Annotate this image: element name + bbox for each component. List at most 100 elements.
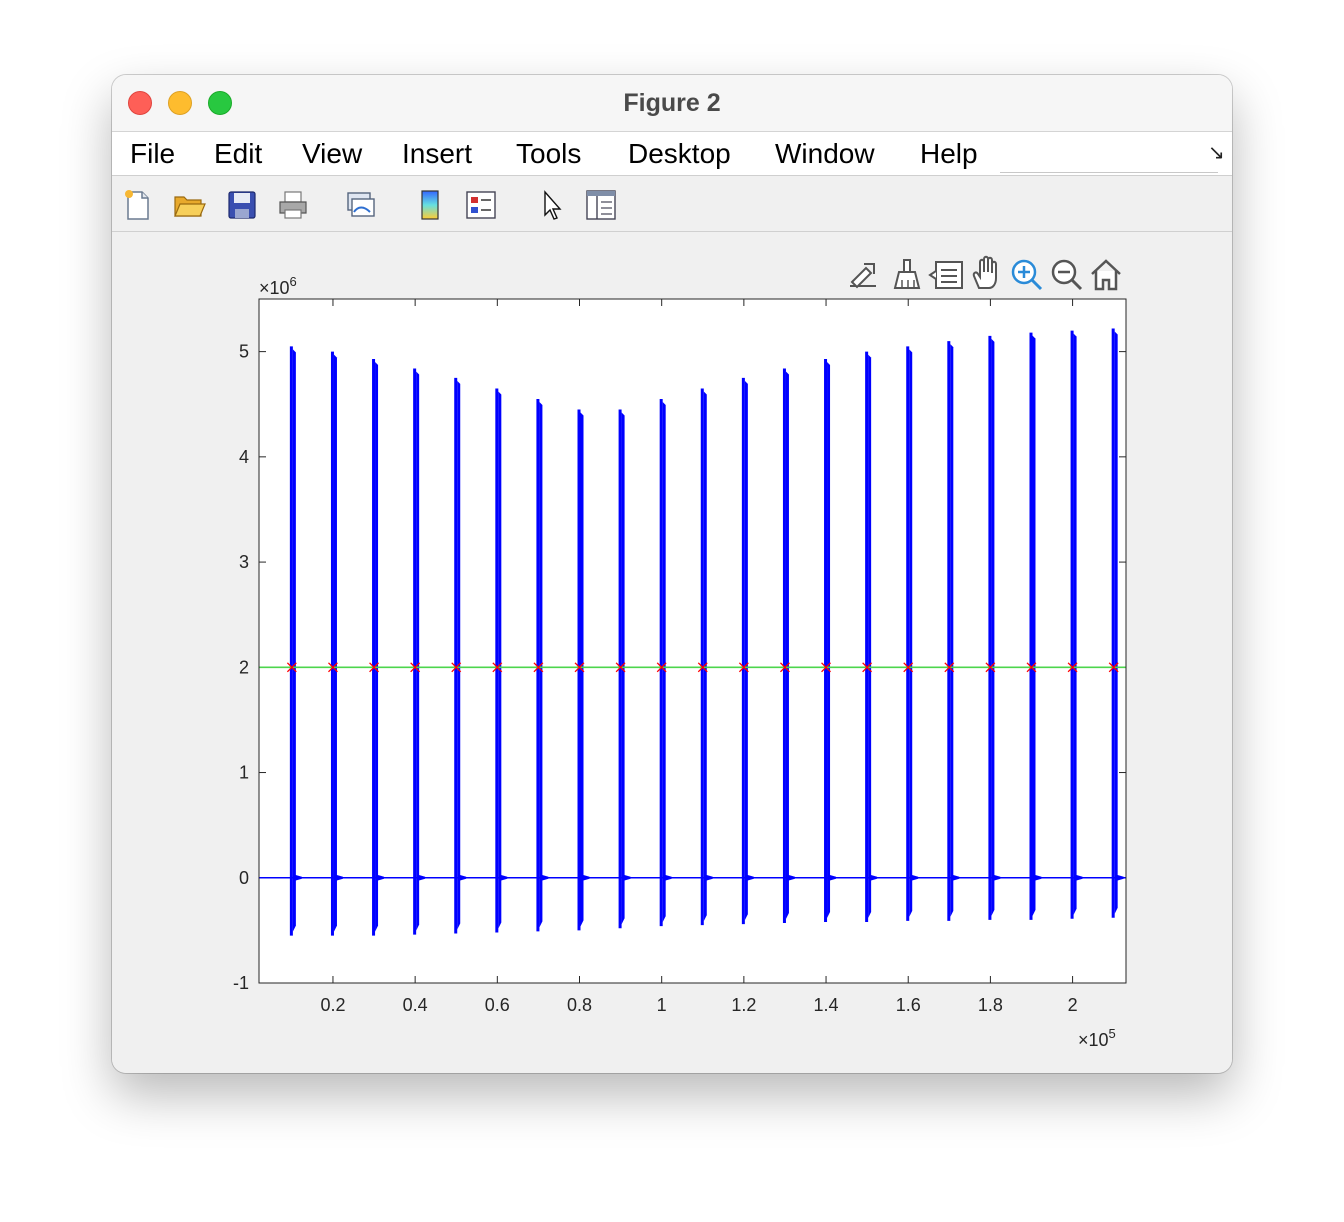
y-tick-label: 4 <box>239 447 249 467</box>
crossing-marker <box>328 662 338 673</box>
signal-spike-ringing <box>785 371 789 920</box>
signal-decay <box>664 874 672 881</box>
signal-spike <box>865 351 869 922</box>
axes-box <box>258 298 1127 984</box>
menu-tools[interactable]: Tools <box>516 138 582 169</box>
signal-spike-ringing <box>416 371 420 931</box>
menu-file[interactable]: File <box>130 138 176 169</box>
y-tick-label: 5 <box>239 342 249 362</box>
crossing-marker <box>533 662 544 673</box>
menu-help[interactable]: Help <box>920 138 978 169</box>
crossing-marker <box>1067 662 1078 673</box>
signal-spike-ringing <box>1114 331 1118 914</box>
signal-decay <box>623 874 631 881</box>
signal-decay <box>746 874 754 881</box>
signal-decay <box>582 874 590 881</box>
axes-background <box>259 299 1126 983</box>
insert-legend-icon[interactable] <box>464 188 498 222</box>
signal-spike-ringing <box>375 361 379 932</box>
crossing-marker <box>1026 662 1037 673</box>
insert-colorbar-icon[interactable] <box>413 188 447 222</box>
axes-toolbar <box>850 255 1121 291</box>
maximize-button[interactable] <box>208 91 232 115</box>
chart-marks <box>259 328 1126 936</box>
signal-spike <box>947 341 951 921</box>
zoom-out-icon[interactable] <box>1051 259 1083 291</box>
signal-decay <box>500 874 508 881</box>
x-tick-label: 1.2 <box>731 995 756 1015</box>
export-icon[interactable] <box>850 263 876 289</box>
signal-spike-ringing <box>498 391 502 929</box>
crossing-marker <box>369 662 380 673</box>
crossing-marker <box>656 662 667 673</box>
close-button[interactable] <box>128 91 152 115</box>
minimize-button[interactable] <box>168 91 192 115</box>
x-tick-label: 0.4 <box>403 995 428 1015</box>
signal-spike <box>289 346 293 936</box>
crossing-marker <box>862 662 873 673</box>
x-tick-label: 1.8 <box>978 995 1003 1015</box>
x-tick-label: 2 <box>1068 995 1078 1015</box>
link-plot-icon[interactable] <box>344 188 378 222</box>
menu-bar: File Edit View Insert Tools Desktop Wind… <box>112 132 1232 176</box>
signal-spike <box>1070 330 1074 919</box>
x-exponent-label: ×105 <box>1078 1026 1116 1050</box>
menu-insert[interactable]: Insert <box>402 138 473 169</box>
signal-spike-ringing <box>333 354 337 932</box>
pan-icon[interactable] <box>972 255 997 289</box>
x-tick-label: 0.2 <box>320 995 345 1015</box>
crossing-marker <box>697 662 708 673</box>
signal-spike <box>577 409 581 931</box>
zoom-in-icon[interactable] <box>1011 259 1043 291</box>
open-property-inspector-icon[interactable] <box>584 188 618 222</box>
crossing-marker <box>574 662 585 673</box>
x-tick-label: 1.4 <box>814 995 839 1015</box>
signal-spike-ringing <box>621 412 625 925</box>
save-icon[interactable] <box>225 188 259 222</box>
brush-icon[interactable] <box>893 259 921 289</box>
new-figure-icon[interactable] <box>120 188 154 222</box>
signal-spike <box>330 351 334 936</box>
menu-window[interactable]: Window <box>775 138 875 169</box>
y-tick-label: 3 <box>239 552 249 572</box>
signal-spike <box>1111 328 1115 918</box>
y-tick-label: 2 <box>239 657 249 677</box>
crossing-marker <box>821 662 832 673</box>
signal-decay <box>294 874 302 881</box>
menu-desktop[interactable]: Desktop <box>628 138 731 169</box>
signal-decay <box>377 874 385 881</box>
dock-arrow-icon[interactable]: ↘ <box>1208 142 1225 164</box>
signal-decay <box>1116 874 1124 881</box>
signal-spike-ringing <box>744 380 748 921</box>
title-bar[interactable]: Figure 2 <box>112 75 1232 132</box>
signal-decay <box>911 874 919 881</box>
window-title: Figure 2 <box>623 89 721 117</box>
menu-view[interactable]: View <box>302 138 363 169</box>
signal-spike <box>906 346 910 921</box>
data-tips-icon[interactable] <box>928 261 963 289</box>
x-tick-label: 1 <box>657 995 667 1015</box>
crossing-marker <box>451 662 462 673</box>
signal-spike-ringing <box>703 391 707 922</box>
home-icon[interactable] <box>1091 259 1121 291</box>
signal-spike-ringing <box>827 361 831 918</box>
signal-decay <box>787 874 795 881</box>
signal-spike <box>454 377 458 934</box>
signal-decay <box>870 874 878 881</box>
signal-spike <box>413 368 417 935</box>
crossing-marker <box>903 662 914 673</box>
open-file-icon[interactable] <box>172 188 206 222</box>
figure-window: Figure 2 File Edit View Insert Tools Des… <box>112 75 1232 1073</box>
print-icon[interactable] <box>276 188 310 222</box>
signal-spike-ringing <box>1032 335 1036 916</box>
crossing-marker <box>985 662 996 673</box>
signal-spike <box>1029 332 1033 920</box>
menu-edit[interactable]: Edit <box>214 138 263 169</box>
edit-plot-icon[interactable] <box>536 188 570 222</box>
signal-spike <box>372 358 376 936</box>
signal-decay <box>829 874 837 881</box>
signal-spike-ringing <box>991 338 995 916</box>
crossing-marker <box>944 662 955 673</box>
crossing-marker <box>1108 662 1119 673</box>
